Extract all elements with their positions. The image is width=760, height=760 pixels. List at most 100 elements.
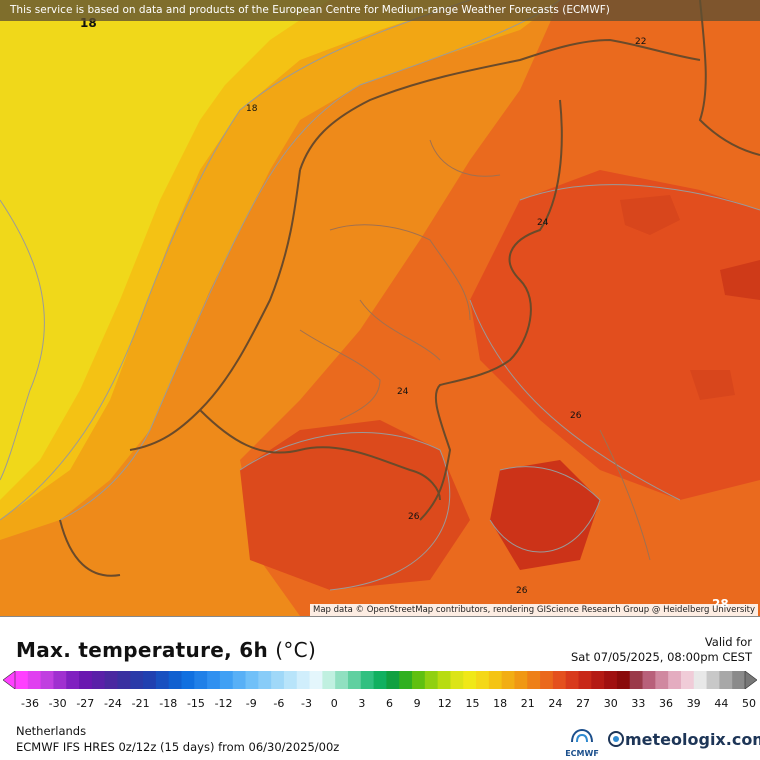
color-scale-cell	[360, 671, 375, 689]
color-scale-tick-label: -6	[273, 697, 285, 710]
color-scale-tick-label: -18	[159, 697, 178, 710]
color-scale-cell	[668, 671, 682, 689]
color-scale-cell	[591, 671, 605, 689]
color-scale-cell	[79, 671, 93, 689]
field-cool-sea	[0, 0, 330, 500]
color-scale-cell	[373, 671, 387, 689]
color-scale-tick-label: 18	[493, 697, 508, 710]
contour-label: 18	[246, 104, 258, 114]
color-scale-tick-label: 12	[437, 697, 452, 710]
contour-label: 26	[570, 411, 582, 421]
color-scale-tick-label: -24	[103, 697, 122, 710]
map-canvas: 18 18 22 24 24 26 26 26 28	[0, 0, 760, 616]
title-unit: (°C)	[275, 638, 317, 662]
color-scale-tick-label: 21	[520, 697, 535, 710]
color-scale-cell	[488, 671, 503, 689]
color-scale-cell	[335, 671, 349, 689]
color-scale-cell	[437, 671, 451, 689]
color-scale-tick-label: 6	[386, 697, 393, 710]
color-scale-cell	[719, 671, 733, 689]
scale-arrow-max	[744, 671, 757, 689]
color-scale-cell	[104, 671, 118, 689]
valid-label: Valid for	[704, 635, 752, 649]
national-borders	[59, 0, 760, 577]
color-scale-cell	[399, 671, 413, 689]
color-scale-cell	[283, 671, 298, 689]
color-scale-cell	[616, 671, 631, 689]
color-scale-tick-label: 27	[576, 697, 591, 710]
field-hot-core	[470, 170, 760, 500]
field-hot-south	[240, 420, 470, 590]
color-scale-cell	[386, 671, 400, 689]
contour-label: 22	[635, 37, 646, 47]
ecmwf-logo: ECMWF	[562, 728, 602, 758]
field-hot-patch-3	[720, 260, 760, 300]
color-scale-cell	[732, 671, 746, 689]
color-scale-cell	[706, 671, 720, 689]
osm-attribution[interactable]: Map data © OpenStreetMap contributors, r…	[310, 604, 758, 616]
color-scale-tick-label: 44	[714, 697, 729, 710]
meteologix-brand[interactable]: meteologix.com	[608, 730, 760, 749]
color-scale-cell	[450, 671, 464, 689]
color-scale-cell	[424, 671, 439, 689]
color-scale-cell	[130, 671, 144, 689]
color-scale-tick-label: 50	[742, 697, 756, 710]
valid-date: Sat 07/05/2025, 08:00pm CEST	[570, 650, 752, 664]
color-scale-cell	[66, 671, 80, 689]
color-scale-bar	[3, 671, 757, 689]
temperature-map[interactable]: 18 18 22 24 24 26 26 26 28 This service …	[0, 0, 760, 617]
color-scale-cell	[258, 671, 272, 689]
color-scale-cell	[27, 671, 42, 689]
color-scale-cell	[540, 671, 554, 689]
color-scale-tick-label: -9	[245, 697, 257, 710]
color-scale-tick-label: 3	[358, 697, 366, 710]
color-scale-cell	[629, 671, 644, 689]
contour-label: 26	[408, 512, 420, 522]
color-scale-cell	[207, 671, 221, 689]
color-scale-cell	[604, 671, 618, 689]
province-borders	[299, 139, 651, 561]
color-scale-cell	[181, 671, 195, 689]
title-text: Max. temperature, 6h	[16, 638, 269, 662]
color-scale-cell	[117, 671, 131, 689]
color-scale-cell	[463, 671, 477, 689]
color-scale-cell	[168, 671, 182, 689]
ecmwf-attribution: This service is based on data and produc…	[0, 0, 760, 21]
field-hot-patch-1	[620, 195, 680, 235]
color-scale-cell	[693, 671, 708, 689]
color-scale-cell	[271, 671, 285, 689]
color-scale-cell	[15, 671, 29, 689]
color-scale-cell	[642, 671, 656, 689]
color-scale-tick-label: -36	[21, 697, 39, 710]
isotherm-lines	[0, 0, 760, 591]
field-hottest	[490, 460, 600, 570]
color-scale-cell	[527, 671, 541, 689]
color-scale-tick-label: 39	[686, 697, 701, 710]
color-scale-cell	[155, 671, 170, 689]
color-scale-cell	[655, 671, 669, 689]
color-scale-cell	[501, 671, 515, 689]
color-scale-ticks: -36 -30 -27 -24 -21 -18 -15 -12 -9 -6 -3 0 3 6 9 12 15 18…	[0, 697, 760, 711]
scale-arrow-min	[3, 671, 16, 689]
color-scale-cell	[219, 671, 234, 689]
color-scale-cell	[476, 671, 490, 689]
color-scale-cells	[15, 671, 746, 689]
color-scale-tick-label: -27	[76, 697, 95, 710]
contour-label: 24	[397, 387, 409, 397]
meteologix-logo-icon	[608, 731, 624, 747]
color-scale-tick-label: 9	[413, 697, 421, 710]
color-scale-cell	[91, 671, 106, 689]
ecmwf-logo-icon	[571, 728, 593, 743]
contour-label: 26	[516, 586, 528, 596]
color-scale-cell	[514, 671, 528, 689]
region-name: Netherlands	[16, 724, 87, 738]
color-scale-cell	[322, 671, 336, 689]
color-scale-tick-label: 24	[548, 697, 563, 710]
ecmwf-logo-text: ECMWF	[565, 749, 599, 758]
color-scale-tick-label: -3	[301, 697, 313, 710]
color-scale-tick-label: -12	[214, 697, 233, 710]
brand-text: meteologix.com	[625, 730, 760, 749]
color-scale-tick-label: 30	[603, 697, 618, 710]
contour-label: 24	[537, 218, 549, 228]
model-run-info: ECMWF IFS HRES 0z/12z (15 days) from 06/…	[16, 740, 340, 754]
